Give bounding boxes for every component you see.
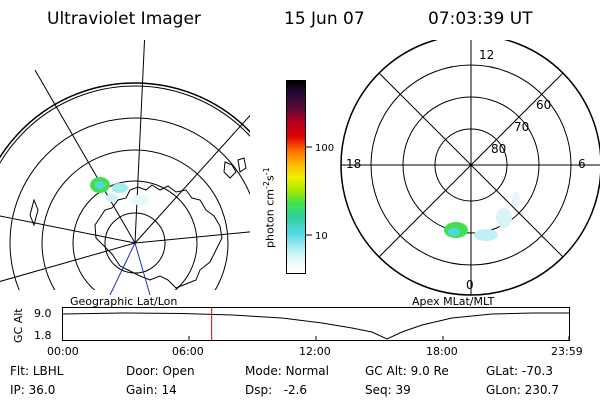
mlat-label-80: 80: [491, 142, 506, 156]
flt-value: LBHL: [32, 364, 64, 378]
flt-field: Flt: LBHL: [10, 364, 64, 378]
x-tick-0000: 00:00: [47, 345, 79, 358]
instrument-title: Ultraviolet Imager: [47, 9, 201, 29]
seq-value: 39: [395, 383, 411, 397]
apex-panel-label: Apex MLat/MLT: [412, 295, 495, 308]
time-label: 07:03:39 UT: [428, 9, 533, 29]
colorbar-tick-100: 100: [315, 143, 334, 154]
altitude-plot: [62, 307, 570, 341]
date-label: 15 Jun 07: [284, 9, 365, 29]
mlt-label-18: 18: [346, 157, 361, 171]
mode-value: Normal: [285, 364, 329, 378]
mlt-label-6: 6: [578, 157, 586, 171]
door-field: Door: Open: [126, 364, 195, 378]
glat-field: GLat: -70.3: [486, 364, 553, 378]
gcalt-field: GC Alt: 9.0 Re: [365, 364, 449, 378]
gain-field: Gain: 14: [126, 383, 177, 397]
colorbar: [286, 80, 306, 274]
altitude-ytick-9: 9.0: [34, 307, 52, 320]
seq-field: Seq: 39: [365, 383, 411, 397]
ip-value: 36.0: [28, 383, 56, 397]
gcalt-value: 9.0 Re: [410, 364, 449, 378]
mode-field: Mode: Normal: [245, 364, 329, 378]
geo-panel-label: Geographic Lat/Lon: [70, 295, 178, 308]
glat-value: -70.3: [521, 364, 553, 378]
apex-aurora: [444, 192, 520, 241]
altitude-curve: [62, 312, 569, 340]
aurora-emission: [90, 177, 150, 205]
coastline: [94, 184, 223, 289]
altitude-ylabel: GC Alt: [12, 308, 25, 343]
mlt-label-0: 0: [466, 278, 474, 292]
x-tick-0600: 06:00: [172, 345, 204, 358]
colorbar-ticks: 100 10: [306, 143, 334, 242]
ip-field: IP: 36.0: [10, 383, 56, 397]
dsp-field: Dsp: -2.6: [245, 383, 308, 397]
dsp-value: -2.6: [283, 383, 308, 397]
gain-value: 14: [161, 383, 177, 397]
x-tick-1800: 18:00: [426, 345, 458, 358]
mlat-label-70: 70: [514, 120, 529, 134]
colorbar-tick-10: 10: [315, 231, 328, 242]
latitude-circles: [0, 85, 250, 290]
apex-polar-plot: 12 18 6 0 60 70 80: [340, 40, 600, 296]
mlat-label-60: 60: [536, 98, 551, 112]
glon-field: GLon: 230.7: [486, 383, 559, 397]
x-tick-1200: 12:00: [299, 345, 331, 358]
x-tick-2359: 23:59: [551, 345, 583, 358]
meridian-lines: [0, 40, 250, 282]
geographic-map: [0, 40, 250, 296]
glon-value: 230.7: [524, 383, 559, 397]
mlt-label-12: 12: [479, 48, 494, 62]
door-value: Open: [162, 364, 195, 378]
colorbar-unit-label: photon cm-2s-1: [262, 167, 277, 248]
altitude-ytick-1-8: 1.8: [34, 329, 52, 342]
